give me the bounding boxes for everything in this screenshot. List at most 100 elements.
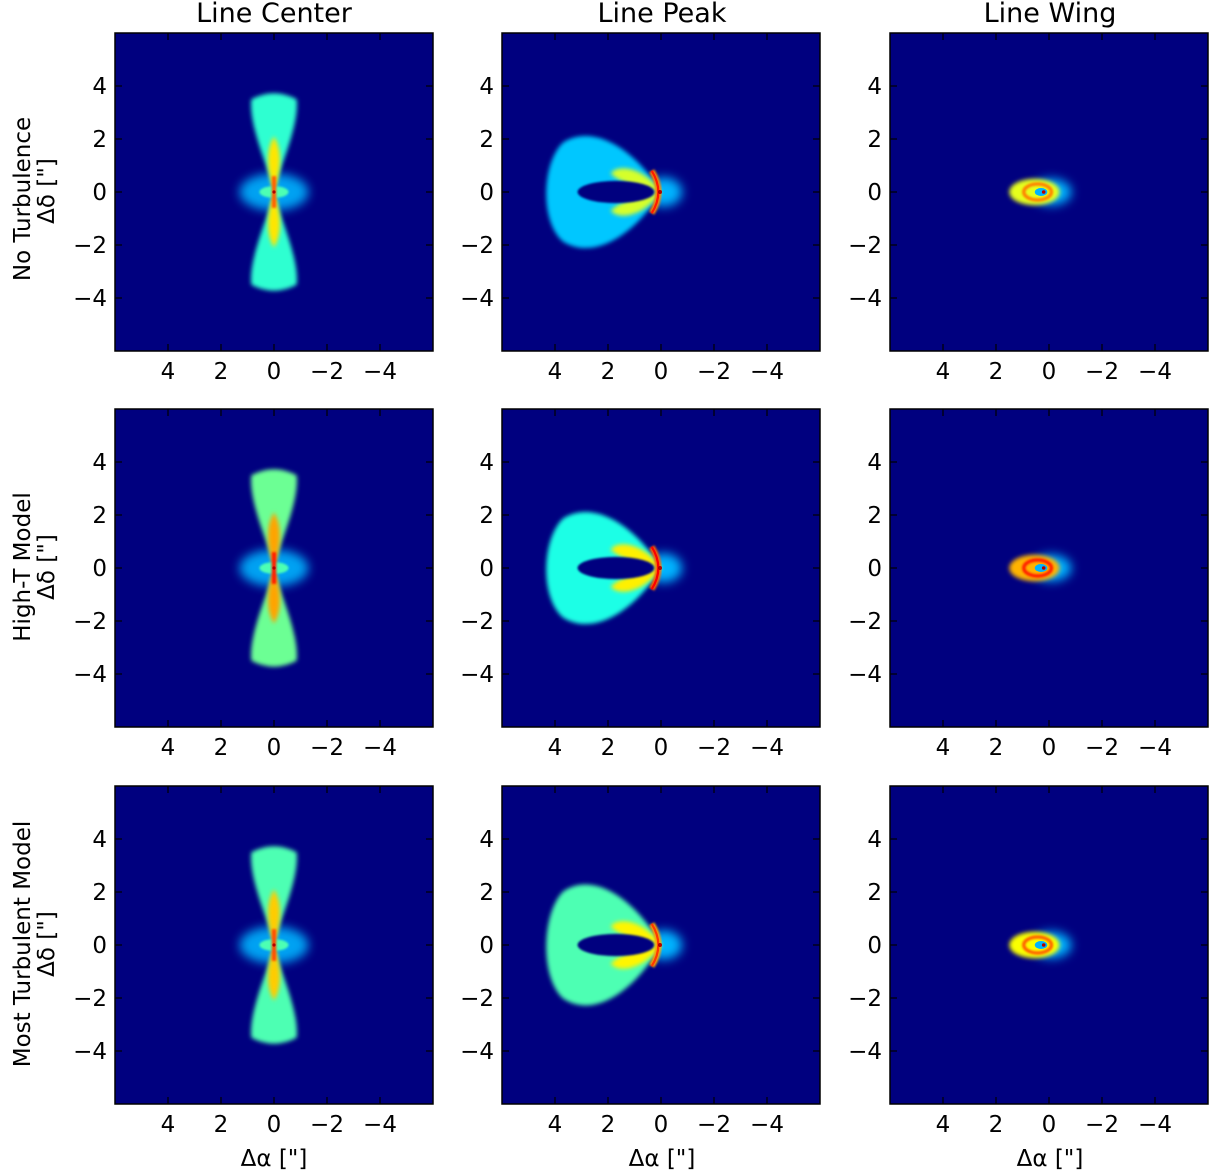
central-peak (658, 190, 662, 194)
y-tick-label: −4 (848, 1039, 882, 1065)
x-tick-label: −4 (363, 359, 397, 385)
y-tick-label: 0 (479, 556, 494, 582)
ring-hole (1034, 941, 1048, 949)
y-tick-label: 4 (92, 827, 107, 853)
y-tick-label: 2 (479, 880, 494, 906)
y-tick-label: −2 (848, 233, 882, 259)
panel-grid: 4 2 0 −2 −4 4 2 0 −2 −4 4 2 0 −2 −4 4 2 0 −2 −4 4 2 0 −2 −4 4 2 0 −2… (73, 32, 1209, 1138)
y-tick-label: 4 (867, 450, 882, 476)
x-tick-label: 2 (214, 735, 229, 761)
x-tick-label: 0 (1042, 359, 1057, 385)
y-tick-label: 2 (92, 127, 107, 153)
column-title-line-wing: Line Wing (984, 0, 1117, 29)
x-tick-label: 2 (989, 1112, 1004, 1138)
y-tick-label: −2 (73, 986, 107, 1012)
y-tick-label: −4 (73, 1039, 107, 1065)
panel-r1c3: 4 2 0 −2 −4 4 2 0 −2 −4 (848, 32, 1209, 385)
x-tick-label: −2 (1085, 735, 1119, 761)
y-tick-label: 2 (867, 880, 882, 906)
emission-map (546, 511, 683, 625)
y-tick-label: 4 (867, 74, 882, 100)
x-tick-label: 4 (161, 359, 176, 385)
x-axis-label-col-2: Δα ["] (629, 1146, 696, 1172)
x-tick-label: 0 (654, 359, 669, 385)
central-peak (272, 566, 276, 570)
column-title-line-peak: Line Peak (598, 0, 727, 29)
x-tick-label: −2 (310, 359, 344, 385)
x-tick-label: 4 (548, 735, 563, 761)
y-tick-label: 4 (479, 74, 494, 100)
x-tick-label: −4 (1138, 735, 1172, 761)
central-cavity (577, 180, 655, 204)
lobe-core (267, 136, 281, 192)
x-tick-label: −2 (310, 735, 344, 761)
emission-map (546, 884, 683, 1006)
ring-hole (1034, 188, 1048, 196)
x-tick-label: 2 (601, 359, 616, 385)
y-tick-label: −2 (460, 609, 494, 635)
y-tick-label: −2 (460, 233, 494, 259)
y-tick-label: 0 (867, 556, 882, 582)
y-tick-label: 2 (479, 503, 494, 529)
column-title-line-center: Line Center (196, 0, 353, 29)
y-tick-label: −4 (848, 286, 882, 312)
central-peak (1041, 566, 1046, 570)
x-tick-label: −4 (750, 735, 784, 761)
x-tick-label: −2 (697, 735, 731, 761)
emission-map (239, 93, 309, 291)
x-tick-label: 0 (267, 1112, 282, 1138)
panel-r3c3: 4 2 0 −2 −4 4 2 0 −2 −4 (848, 785, 1209, 1138)
x-tick-label: 2 (989, 735, 1004, 761)
panel-r1c2: 4 2 0 −2 −4 4 2 0 −2 −4 (460, 32, 821, 385)
y-tick-label: 4 (867, 827, 882, 853)
y-tick-label: 4 (479, 450, 494, 476)
y-tick-label: −4 (460, 286, 494, 312)
x-tick-label: 4 (548, 359, 563, 385)
y-tick-label: −2 (460, 986, 494, 1012)
x-tick-label: −2 (1085, 1112, 1119, 1138)
lobe-core (267, 568, 281, 624)
x-tick-label: 0 (267, 359, 282, 385)
lobe-core (267, 945, 281, 1001)
y-tick-label: −2 (848, 986, 882, 1012)
x-tick-label: 4 (936, 359, 951, 385)
lobe-core (267, 512, 281, 568)
y-tick-label: −2 (73, 609, 107, 635)
emission-map (239, 469, 309, 667)
y-tick-label: −4 (73, 286, 107, 312)
panel-r1c1: 4 2 0 −2 −4 4 2 0 −2 −4 (73, 32, 434, 385)
x-tick-label: 2 (989, 359, 1004, 385)
y-tick-label: 0 (867, 933, 882, 959)
panel-r3c1: 4 2 0 −2 −4 4 2 0 −2 −4 (73, 785, 434, 1138)
y-tick-label: 4 (92, 74, 107, 100)
y-tick-label: 0 (92, 180, 107, 206)
x-tick-label: −2 (697, 359, 731, 385)
y-tick-label: 0 (479, 180, 494, 206)
bright-ring (1022, 182, 1054, 202)
panel-r3c2: 4 2 0 −2 −4 4 2 0 −2 −4 (460, 785, 821, 1138)
x-tick-label: −4 (1138, 359, 1172, 385)
panel-r2c1: 4 2 0 −2 −4 4 2 0 −2 −4 (73, 408, 434, 761)
x-tick-label: −4 (363, 735, 397, 761)
central-peak (272, 190, 276, 194)
x-tick-label: 4 (161, 735, 176, 761)
central-peak (1041, 190, 1046, 194)
y-tick-label: −4 (73, 662, 107, 688)
central-peak (658, 566, 662, 570)
row-title-high-t-model: High-T Model (10, 492, 36, 641)
central-cavity (577, 933, 655, 957)
ring-hole (1034, 564, 1048, 572)
row-title-most-turbulent-model: Most Turbulent Model (10, 821, 36, 1068)
y-tick-label: 2 (867, 503, 882, 529)
y-tick-label: 4 (479, 827, 494, 853)
x-tick-label: 4 (936, 1112, 951, 1138)
x-tick-label: 2 (214, 1112, 229, 1138)
y-tick-label: 2 (479, 127, 494, 153)
bright-ring (1022, 558, 1054, 578)
row-title-no-turbulence: No Turbulence (10, 117, 36, 281)
central-cavity (577, 556, 655, 580)
x-tick-label: 0 (1042, 735, 1057, 761)
central-peak (658, 943, 662, 947)
y-tick-label: 2 (867, 127, 882, 153)
y-tick-label: −4 (460, 662, 494, 688)
